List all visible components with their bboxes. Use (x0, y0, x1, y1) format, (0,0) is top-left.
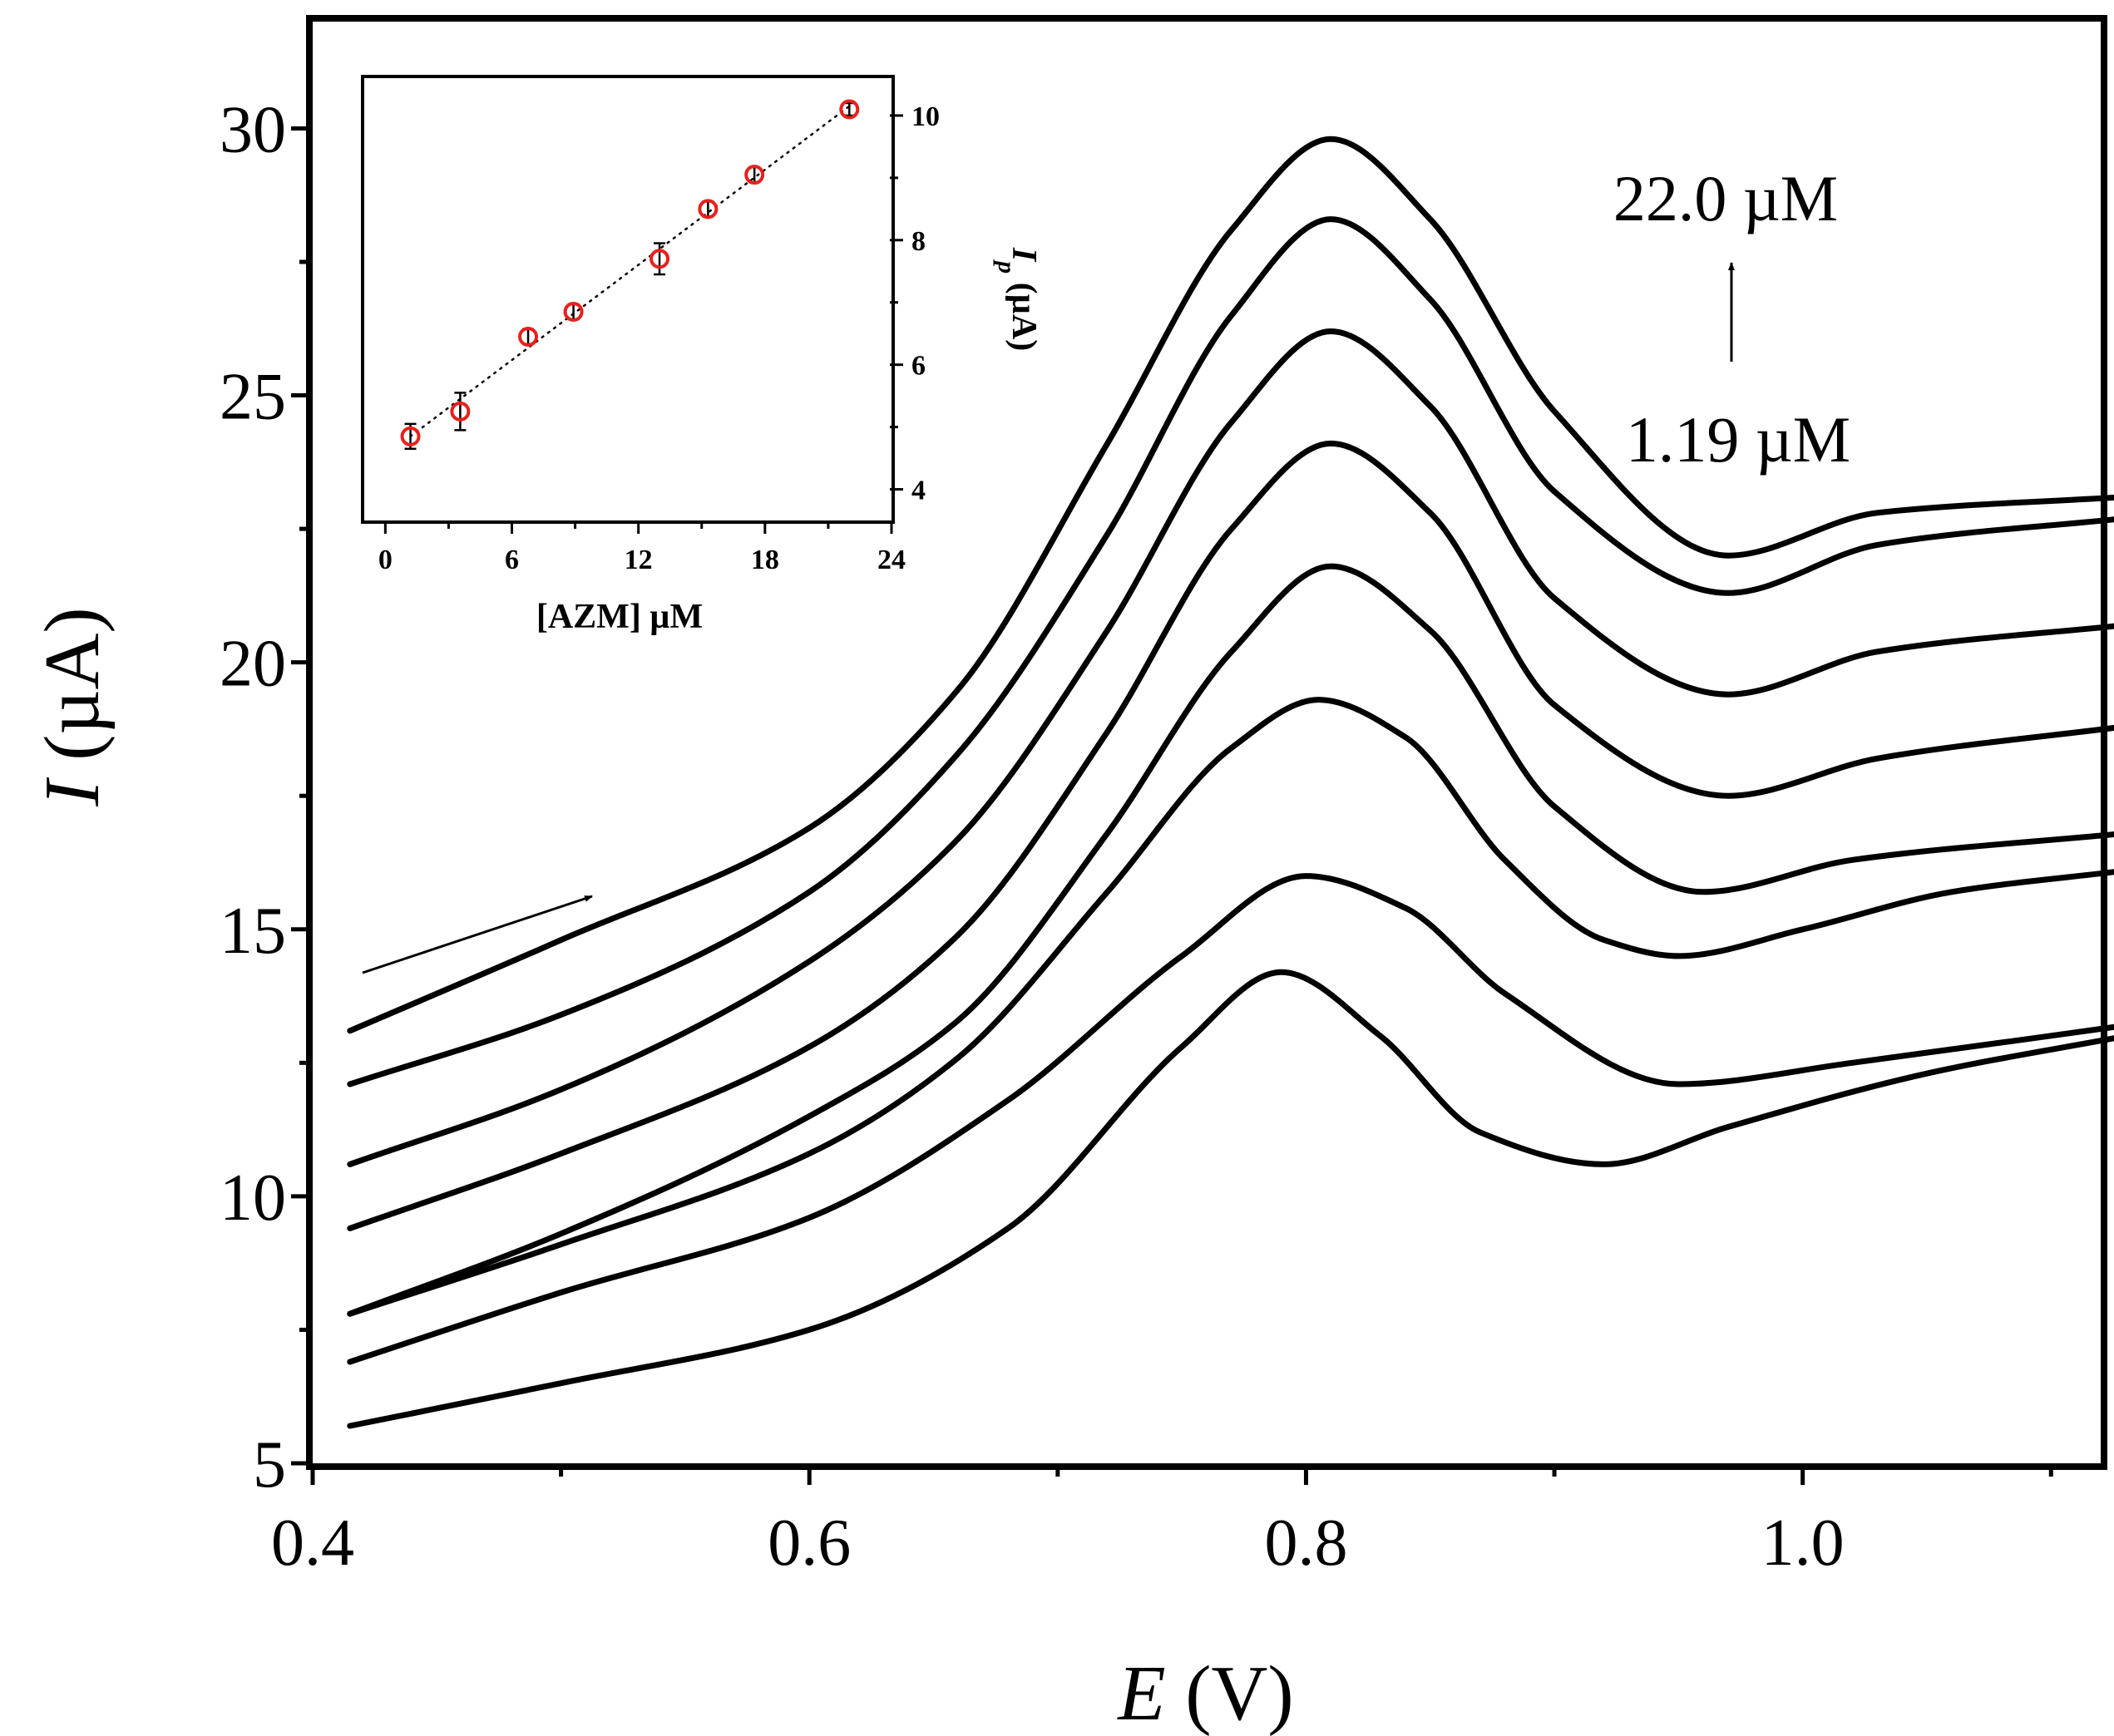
inset-y-tick-label: 4 (911, 476, 926, 506)
inset-fit-group (409, 105, 851, 438)
main-y-tick-label: 10 (220, 1161, 286, 1235)
main-plot-frame (306, 15, 2107, 1470)
main-series-group (347, 136, 2114, 1429)
inset-y-axis: 4 6 8 10 (890, 101, 940, 506)
main-y-axis-label: I (µA) (29, 607, 116, 806)
inset-x-tick-label: 24 (877, 545, 906, 575)
main-y-tick-label: 20 (220, 628, 286, 701)
inset-x-axis: 0 6 12 18 24 (378, 522, 906, 575)
main-y-axis-var: I (29, 777, 116, 807)
inset-y-tick-label: 6 (911, 351, 926, 382)
inset-y-axis-sub: p (994, 259, 1021, 274)
inset-data-point (400, 426, 421, 446)
inset-x-tick-label: 0 (378, 545, 393, 575)
inset-data-point (650, 249, 670, 269)
series-line-1 (347, 969, 2114, 1429)
main-chart: 0.4 0.6 0.8 1.0 5 10 15 20 25 30 E (V) I (µA) 22… (29, 15, 2114, 1736)
inset-x-tick-label: 18 (751, 545, 779, 575)
series-line-6 (347, 328, 2114, 1167)
series-line-5 (347, 440, 2114, 1231)
inset-y-axis-label: Ip (µA) (994, 247, 1044, 351)
main-y-tick-label: 15 (220, 895, 286, 968)
series-line-2 (347, 873, 2114, 1365)
main-y-tick-label: 30 (220, 93, 286, 166)
main-y-axis-unit: (µA) (29, 607, 116, 780)
inset-fit-line (409, 105, 851, 438)
inset-x-tick-label: 12 (625, 545, 653, 575)
main-x-axis-var: E (1116, 1650, 1165, 1736)
main-y-tick-label: 25 (220, 361, 286, 434)
annotation-bottom-concentration: 1.19 µM (1626, 403, 1850, 476)
main-y-axis: 5 10 15 20 25 30 (220, 93, 309, 1502)
inset-y-axis-var: I (1005, 247, 1043, 263)
scan-direction-arrow (362, 895, 593, 974)
main-x-axis-label: E (V) (1116, 1650, 1293, 1736)
inset-data-point (698, 199, 719, 219)
inset-y-tick-label: 8 (911, 226, 926, 257)
inset-chart: 0 6 12 18 24 4 6 8 10 [AZM] µM Ip (µA) (361, 75, 1044, 636)
main-x-axis-unit: (V) (1166, 1650, 1294, 1736)
inset-data-point (839, 99, 860, 120)
inset-x-axis-label: [AZM] µM (536, 598, 703, 636)
series-line-7 (347, 216, 2114, 1087)
inset-y-tick-label: 10 (911, 101, 940, 132)
main-x-axis: 0.4 0.6 0.8 1.0 (271, 1467, 2053, 1580)
inset-data-point (744, 165, 765, 185)
inset-points-group (400, 99, 860, 451)
series-line-8 (347, 136, 2114, 1034)
main-x-tick-label: 0.4 (271, 1507, 354, 1580)
series-line-3 (347, 697, 2114, 1317)
inset-data-point (450, 401, 471, 422)
annotation-top-concentration: 22.0 µM (1613, 162, 1838, 234)
inset-y-axis-unit: (µA) (1005, 274, 1043, 351)
main-y-tick-label: 5 (253, 1428, 286, 1502)
main-x-tick-label: 1.0 (1761, 1507, 1845, 1580)
main-x-tick-label: 0.8 (1264, 1507, 1347, 1580)
inset-x-tick-label: 6 (505, 545, 519, 575)
inset-data-point (563, 301, 584, 322)
inset-data-point (518, 326, 539, 347)
inset-plot-frame (361, 75, 895, 524)
main-x-tick-label: 0.6 (768, 1507, 851, 1580)
series-line-4 (347, 563, 2114, 1317)
